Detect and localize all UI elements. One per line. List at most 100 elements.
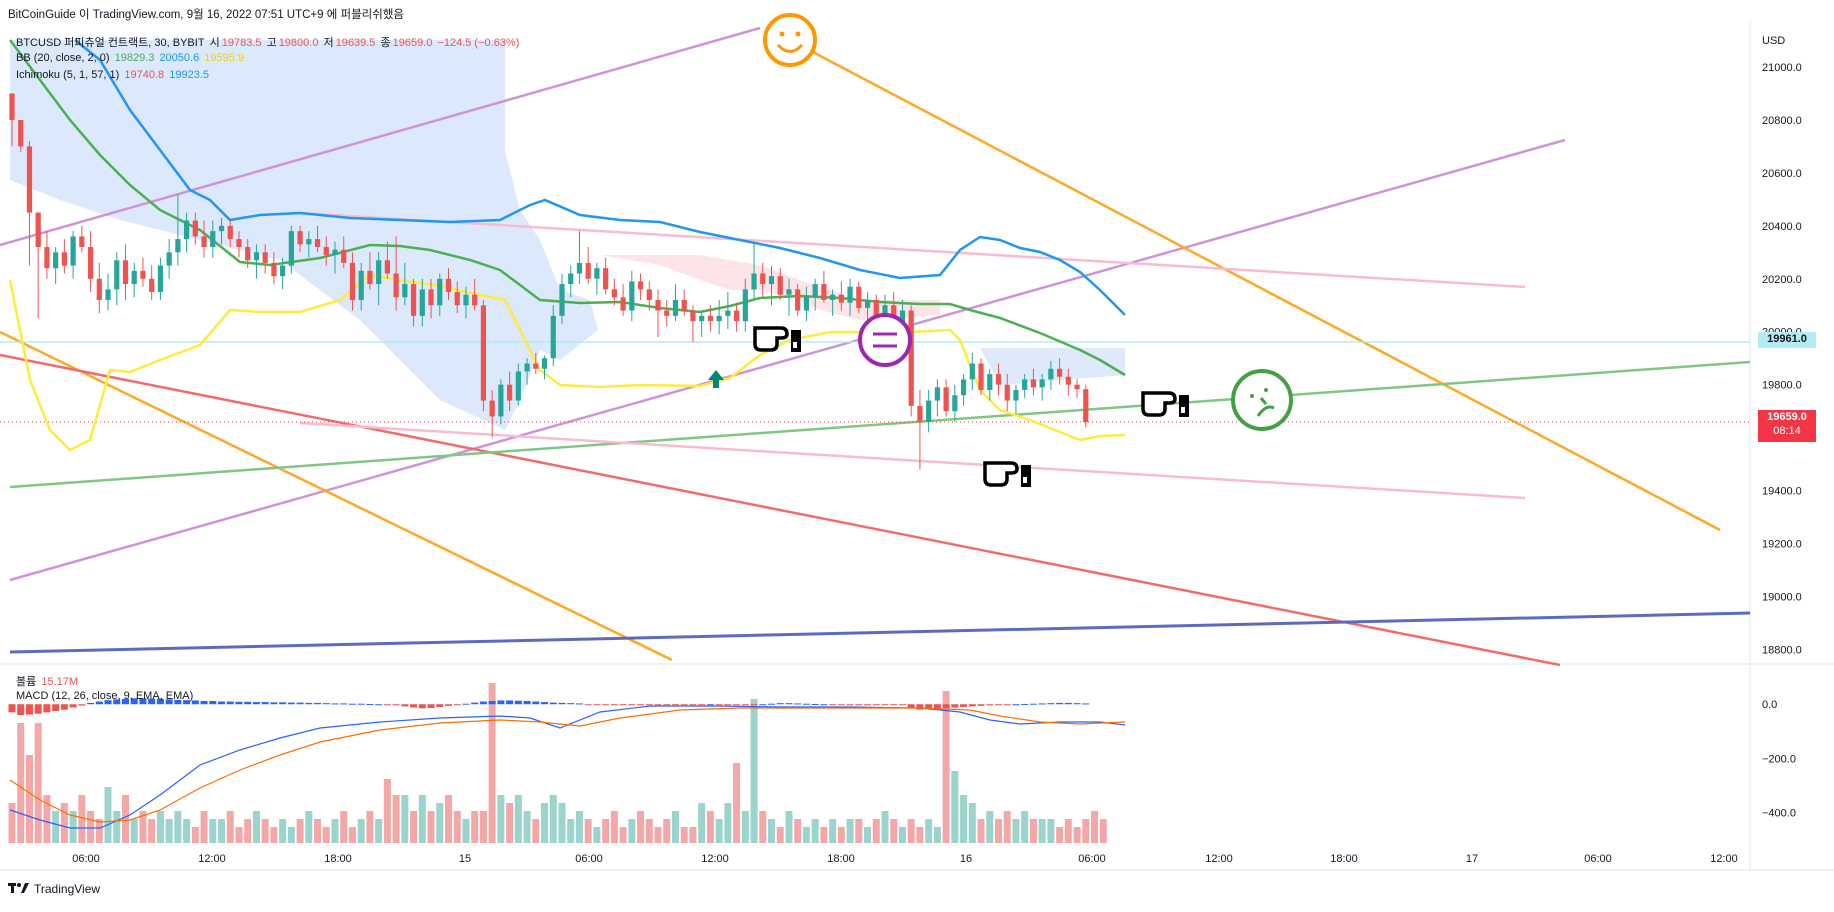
candle-body [934, 387, 940, 401]
candle-body [131, 270, 137, 285]
macd-histogram-bar [785, 703, 793, 705]
candle-body [733, 310, 740, 322]
pointing-hand-icon-cuff [1179, 395, 1189, 417]
macd-histogram-bar [17, 704, 25, 716]
macd-histogram-bar [1056, 702, 1064, 705]
macd-histogram-bar [759, 704, 767, 706]
macd-histogram-bar [287, 702, 295, 705]
macd-histogram-bar [619, 704, 627, 706]
candle-body [410, 284, 417, 316]
volume-bar [645, 819, 653, 843]
candle-body [672, 299, 679, 316]
candle-body [245, 247, 251, 261]
volume-bar [148, 819, 156, 843]
open-label: 시 [209, 37, 220, 49]
volume-bar [802, 827, 810, 843]
macd-histogram-bar [724, 704, 732, 706]
macd-histogram-bar [445, 704, 452, 706]
candle-body [559, 284, 565, 316]
time-tick-label: 15 [459, 853, 471, 865]
macd-histogram-bar [575, 703, 583, 705]
macd-histogram-bar [69, 704, 77, 708]
price-tick-label: 20600.0 [1762, 168, 1802, 180]
candle-body [952, 395, 958, 412]
candle-body [218, 225, 225, 232]
macd-histogram-bar [881, 704, 889, 706]
candle-body [1022, 379, 1028, 390]
volume-bar [855, 819, 863, 843]
candle-body [1013, 389, 1019, 401]
smiley-orange-icon-eye [779, 31, 785, 37]
volume-bar [383, 779, 391, 843]
candle-body [812, 284, 818, 298]
volume-bar [890, 819, 898, 843]
candle-body [926, 400, 932, 422]
macd-tick-label: −200.0 [1762, 753, 1796, 765]
open-value: 19783.5 [221, 37, 262, 49]
worried-face-green-icon-nose [1259, 397, 1268, 405]
volume-bar [567, 819, 575, 843]
macd-histogram-bar [87, 702, 95, 705]
candle-body [192, 220, 198, 237]
tradingview-brand[interactable]: TradingView [8, 882, 100, 896]
volume-bar [279, 819, 287, 843]
volume-bar [523, 811, 531, 843]
candle-body [87, 247, 94, 279]
volume-bar [165, 819, 173, 843]
candle-body [149, 278, 155, 293]
candle-body [236, 239, 242, 248]
macd-histogram-bar [532, 701, 540, 705]
candle-body [297, 231, 303, 245]
candle-body [314, 239, 321, 248]
bb-legend[interactable]: BB (20, close, 2, 0) 19829.3 20050.6 195… [16, 52, 246, 64]
candle-body [35, 212, 41, 248]
candle-body [437, 278, 443, 306]
candle-body [114, 260, 120, 290]
macd-histogram-bar [645, 704, 653, 706]
candle-body [175, 239, 181, 253]
ichimoku-legend[interactable]: Ichimoku (5, 1, 57, 1) 19740.8 19923.5 [16, 69, 211, 81]
volume-bar [575, 811, 583, 843]
macd-histogram-bar [994, 704, 1002, 706]
macd-histogram-bar [968, 704, 976, 707]
macd-histogram-bar [750, 704, 758, 706]
time-tick-label: 12:00 [701, 853, 729, 865]
candle-body [716, 315, 722, 322]
macd-histogram-bar [637, 704, 645, 706]
bb-lower-value: 19595.9 [204, 52, 245, 64]
volume-legend[interactable]: 볼륨 15.17M [16, 673, 80, 689]
macd-histogram-bar [60, 704, 68, 710]
volume-bar [78, 795, 86, 843]
candle-body [899, 310, 906, 324]
time-tick-label: 12:00 [198, 853, 226, 865]
candle-body [454, 292, 460, 306]
macd-histogram-bar [305, 702, 313, 705]
volume-bar [741, 811, 749, 843]
macd-histogram-bar [244, 701, 252, 705]
ichimoku-cloud-late [980, 348, 1125, 385]
time-tick-label: 06:00 [1584, 853, 1612, 865]
candle-body [306, 239, 312, 245]
candle-body [830, 294, 836, 300]
candle-body [751, 273, 757, 290]
candle-body [524, 363, 530, 372]
macd-legend[interactable]: MACD (12, 26, close, 9, EMA, EMA) [16, 690, 195, 702]
candle-body [742, 289, 748, 322]
volume-bar [235, 827, 243, 843]
macd-histogram-bar [541, 702, 549, 705]
candle-body [96, 278, 102, 300]
volume-label: 볼륨 [16, 676, 37, 688]
volume-bar [52, 811, 60, 843]
macd-histogram-bar [479, 701, 487, 705]
macd-histogram-bar [1064, 702, 1072, 705]
volume-bar [479, 811, 487, 843]
time-tick-label: 18:00 [324, 853, 352, 865]
macd-histogram-bar [514, 700, 522, 705]
macd-histogram-bar [322, 703, 330, 705]
volume-bar [156, 811, 164, 843]
macd-histogram-bar [776, 703, 784, 705]
macd-histogram-bar [855, 704, 863, 706]
volume-bar [418, 795, 426, 843]
candle-body [576, 262, 583, 274]
